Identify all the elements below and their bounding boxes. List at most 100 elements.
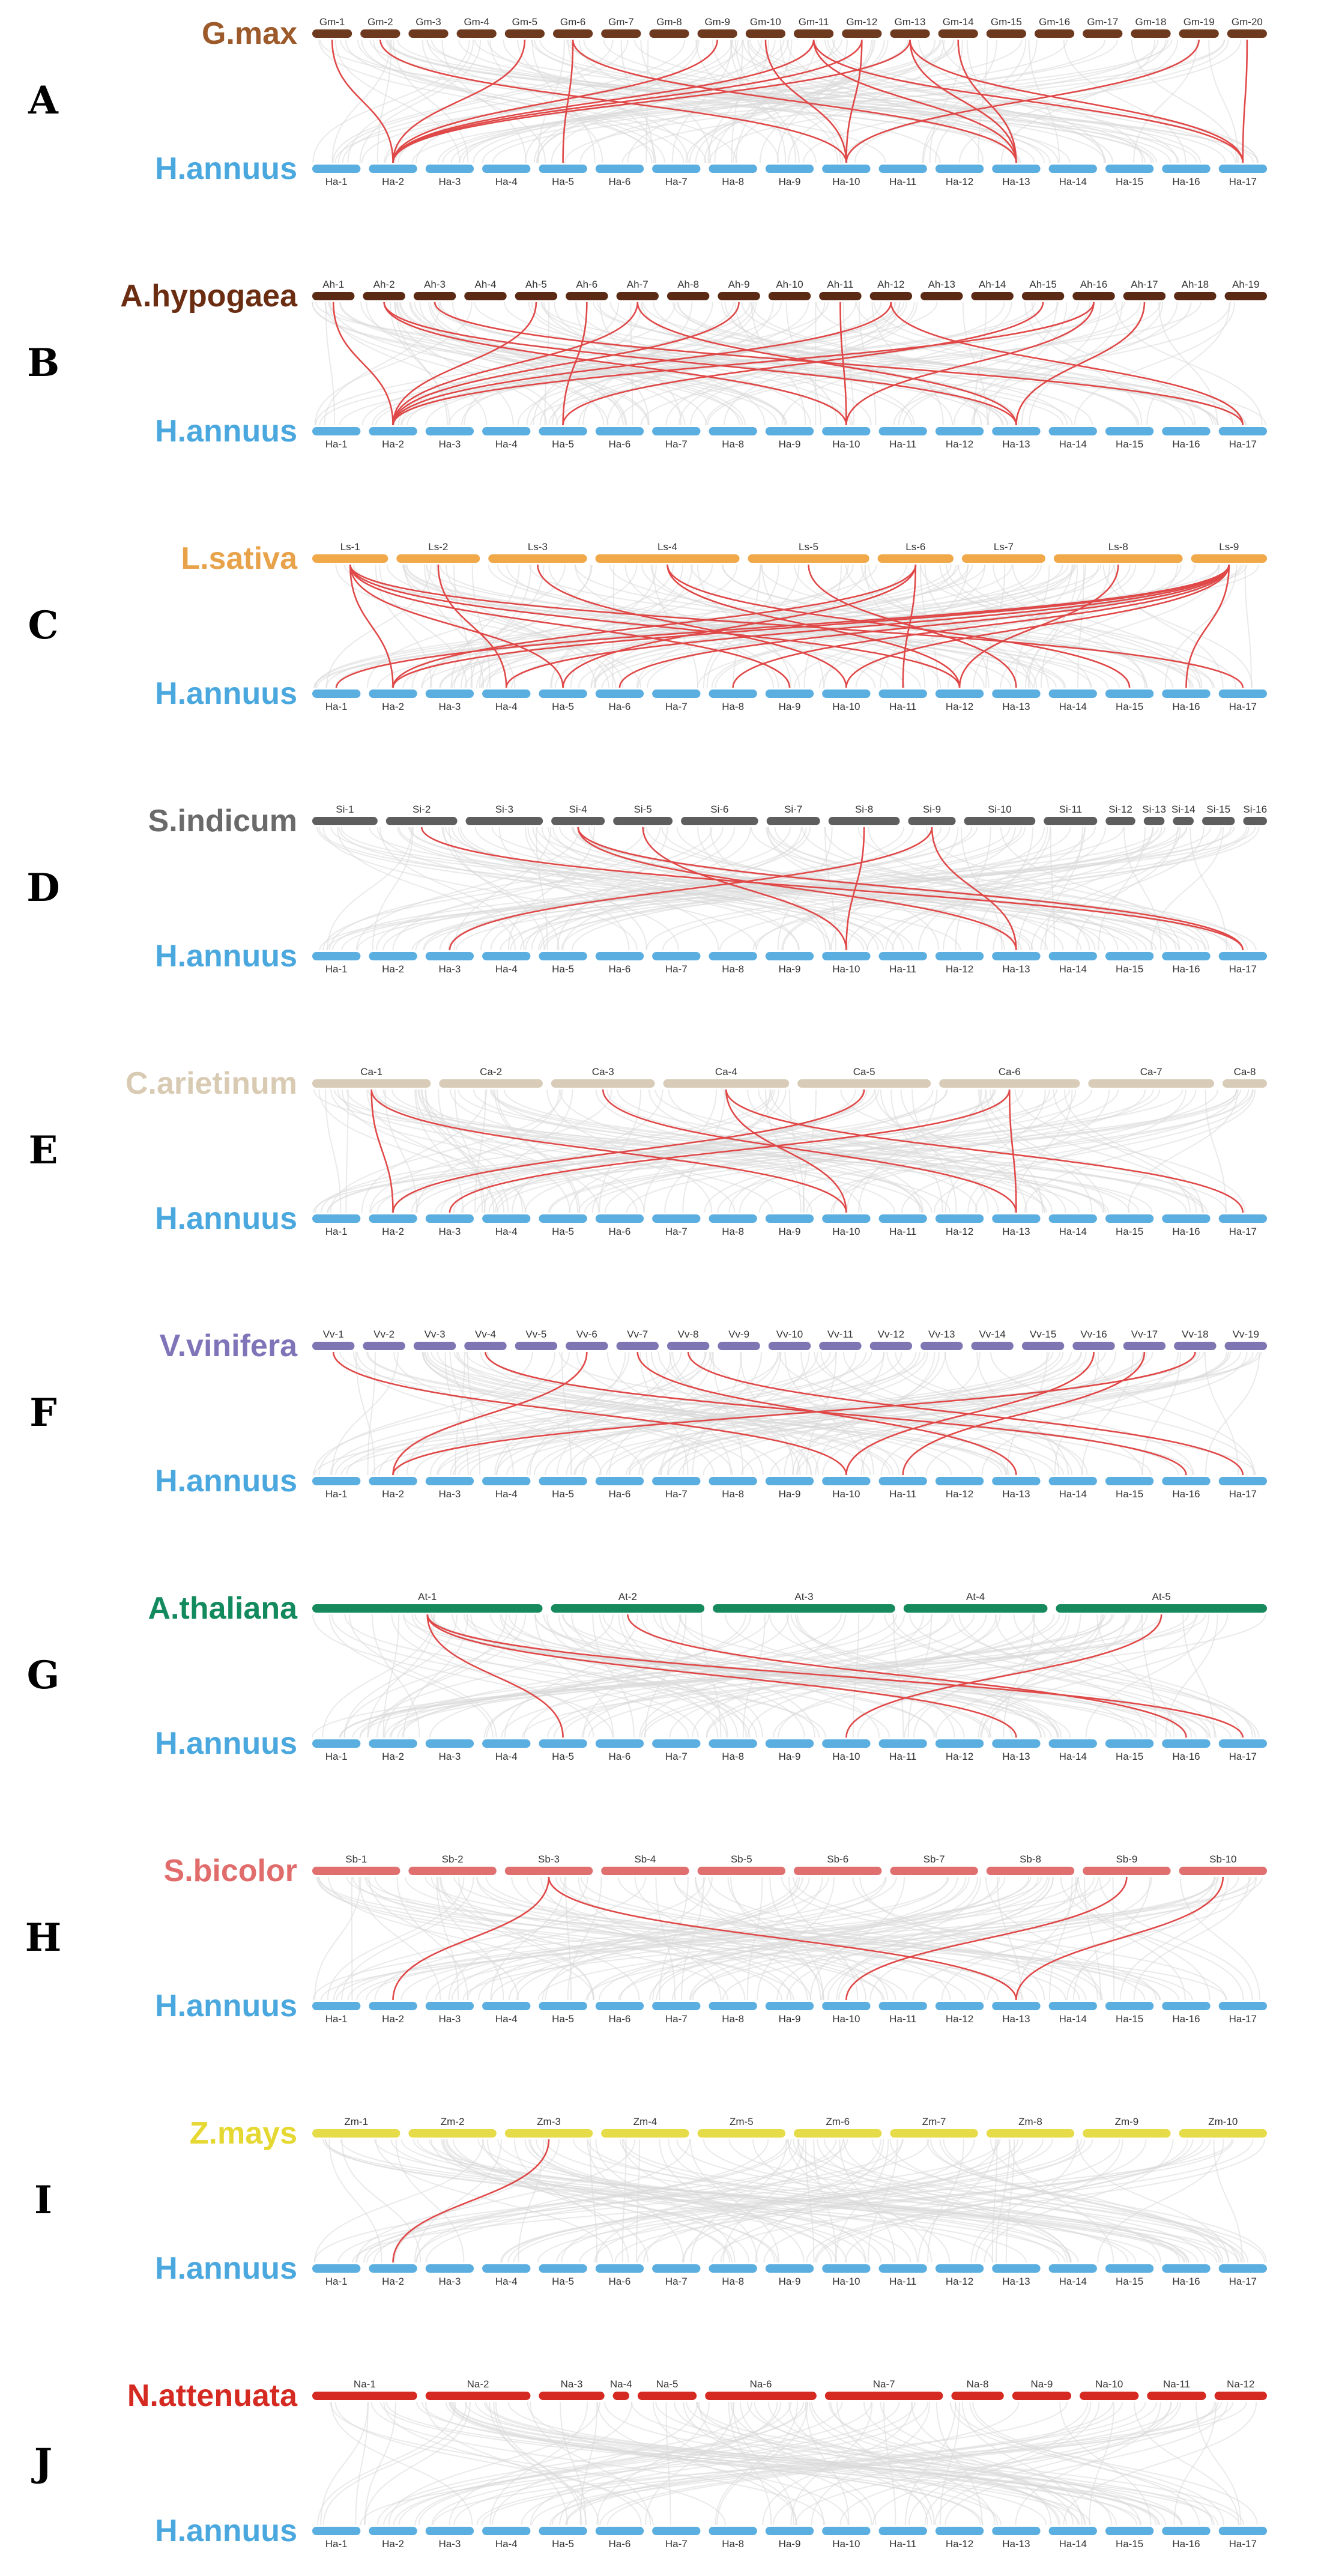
background-link <box>460 826 884 951</box>
bottom-chromosome-bar <box>1162 689 1211 698</box>
background-link <box>845 564 1091 688</box>
background-link <box>481 2401 1247 2526</box>
bottom-chromosome-label: Ha-5 <box>552 1751 574 1762</box>
background-link <box>497 1089 581 1213</box>
background-link <box>337 1089 773 1213</box>
bottom-chromosome-bar <box>482 2002 531 2010</box>
bottom-chromosome-bar <box>482 165 531 173</box>
background-link <box>369 1089 612 1213</box>
background-link <box>806 1089 1250 1213</box>
background-link <box>516 1876 887 2001</box>
background-link <box>454 1089 483 1213</box>
background-link <box>620 1876 1048 2001</box>
background-link <box>486 564 854 688</box>
bottom-chromosome-bar <box>878 689 927 698</box>
collinear-links <box>332 1351 1244 1476</box>
background-link <box>474 1089 486 1213</box>
bottom-chromosome-bar <box>1048 427 1097 435</box>
bottom-chromosome-label: Ha-9 <box>779 176 801 187</box>
background-link <box>672 1876 967 2001</box>
bottom-chromosome-bar <box>652 1739 701 1748</box>
bottom-chromosome-label: Ha-7 <box>665 2538 688 2550</box>
top-chromosome-label: Gm-4 <box>464 16 489 28</box>
background-link <box>1024 1089 1256 1213</box>
top-chromosome-label: Zm-10 <box>1208 2116 1238 2127</box>
background-link <box>682 2139 975 2263</box>
background-link <box>608 1351 713 1476</box>
background-link <box>1014 1089 1246 1213</box>
background-link <box>787 2139 918 2263</box>
bottom-chromosome-label: Ha-8 <box>722 2276 744 2287</box>
bottom-chromosome-bar <box>595 689 644 698</box>
background-link <box>704 1089 1050 1213</box>
top-chromosome-label: Zm-9 <box>1115 2116 1139 2127</box>
bottom-chromosome-bar <box>1048 1739 1097 1748</box>
top-chromosome-label: Ca-7 <box>1140 1066 1162 1077</box>
background-link <box>453 564 674 688</box>
top-chromosome-label: Vv-9 <box>728 1329 749 1340</box>
collinear-link <box>349 564 1244 688</box>
bottom-chromosome-bar <box>425 689 474 698</box>
background-link <box>752 826 1250 951</box>
bottom-chromosome-label: Ha-2 <box>382 2538 404 2550</box>
background-link <box>440 1876 640 2001</box>
background-link <box>692 1876 1095 2001</box>
background-link <box>707 39 770 163</box>
background-link <box>414 2139 503 2263</box>
top-chromosome-label: Gm-20 <box>1232 16 1263 28</box>
top-chromosome-bar <box>488 554 587 563</box>
bottom-chromosome-bar <box>709 689 757 698</box>
collinear-link <box>732 564 1230 688</box>
background-link <box>541 302 1219 426</box>
background-link <box>559 2401 778 2526</box>
bottom-chromosome-bar <box>935 1214 984 1223</box>
background-link <box>840 1089 1205 1213</box>
collinear-link <box>437 564 507 688</box>
background-link <box>390 2139 994 2263</box>
top-chromosome-bar <box>566 1342 608 1350</box>
background-link <box>972 2401 1224 2526</box>
background-link <box>545 2139 1137 2263</box>
bottom-chromosome-bar <box>482 1477 531 1485</box>
background-link <box>333 1876 647 2001</box>
bottom-chromosome-label: Ha-13 <box>1002 2538 1030 2550</box>
top-chromosome-label: Si-8 <box>855 804 873 815</box>
top-chromosome-label: Si-9 <box>923 804 941 815</box>
bottom-chromosome-bar <box>992 952 1041 960</box>
top-chromosome-label: Ah-13 <box>928 279 955 290</box>
background-link <box>322 826 713 951</box>
collinear-link <box>392 39 718 163</box>
background-link <box>593 302 1266 426</box>
background-link <box>990 1351 1255 1476</box>
bottom-chromosome-bar <box>482 1214 531 1223</box>
top-chromosome-label: Ah-9 <box>728 279 750 290</box>
collinear-link <box>505 564 1230 688</box>
panel-letter: F <box>29 1390 56 1435</box>
collinear-link <box>370 1089 847 1213</box>
bottom-chromosome-label: Ha-17 <box>1229 1488 1257 1500</box>
background-link <box>735 39 793 163</box>
background-link <box>539 826 1166 951</box>
top-chromosome-label: Ah-1 <box>322 279 344 290</box>
top-chromosome-label: Ah-12 <box>877 279 904 290</box>
background-link <box>339 302 1126 426</box>
background-link <box>1190 826 1227 951</box>
bottom-chromosome-bar <box>822 427 871 435</box>
top-chromosome-label: Zm-6 <box>826 2116 850 2127</box>
bottom-chromosome-bar <box>595 165 644 173</box>
bottom-chromosome-label: Ha-8 <box>722 2538 744 2550</box>
top-chromosome-bar <box>312 1079 431 1088</box>
bottom-chromosome-label: Ha-17 <box>1229 438 1257 450</box>
background-link <box>315 564 877 688</box>
top-chromosome-label: Ls-1 <box>340 541 360 553</box>
bottom-chromosome-bar <box>539 952 587 960</box>
bottom-chromosome-label: Ha-16 <box>1172 963 1200 975</box>
bottom-chromosome-bar <box>1105 1477 1154 1485</box>
bottom-chromosome-label: Ha-5 <box>552 176 574 187</box>
bottom-chromosome-label: Ha-12 <box>946 438 973 450</box>
bottom-chromosome-label: Ha-4 <box>495 701 518 712</box>
bottom-chromosome-bar <box>765 1477 814 1485</box>
background-link <box>426 1351 1007 1476</box>
background-link <box>652 1876 823 2001</box>
bottom-chromosome-label: Ha-7 <box>665 1488 688 1500</box>
